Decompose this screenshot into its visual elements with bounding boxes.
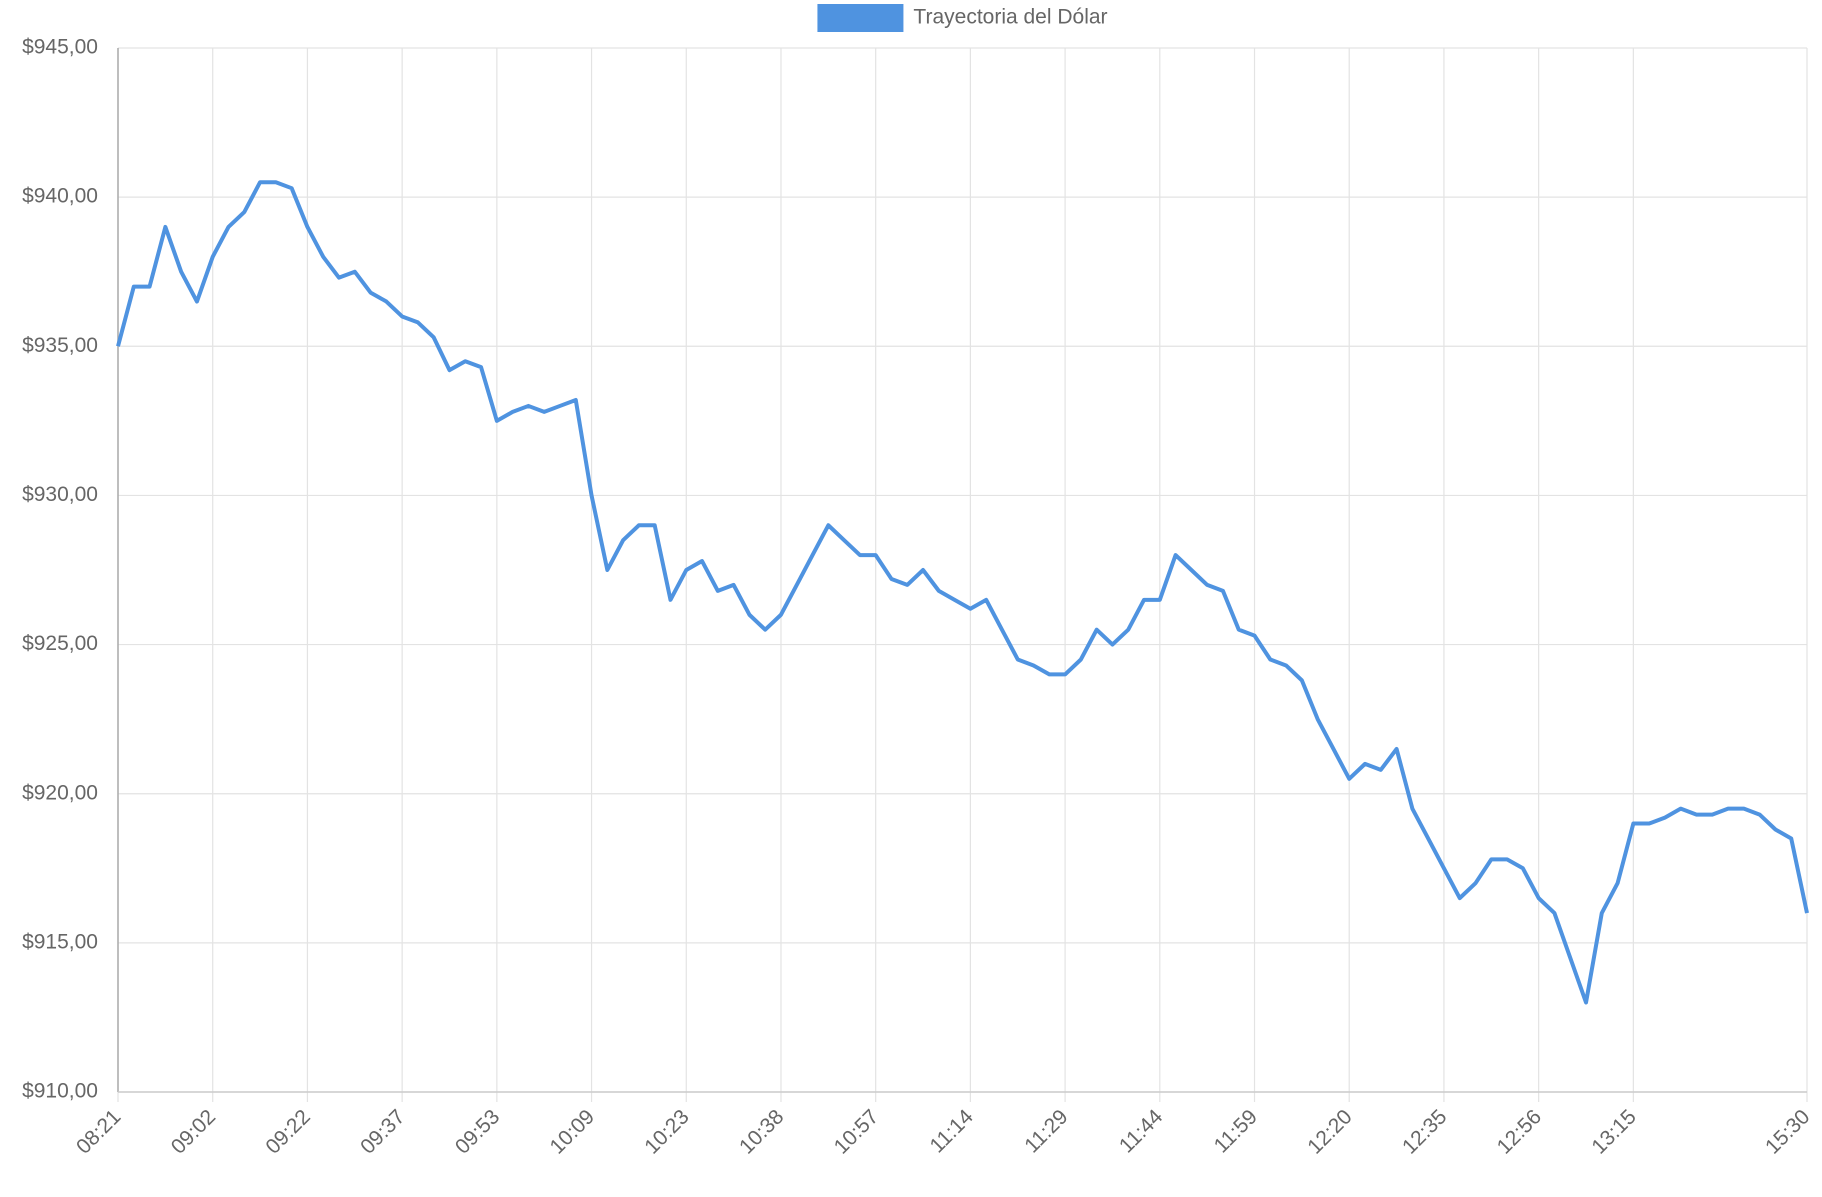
x-tick-label: 13:15 [1587,1105,1640,1158]
x-tick-label: 12:20 [1303,1105,1356,1158]
x-tick-label: 10:57 [830,1105,883,1158]
x-tick-label: 10:38 [735,1105,788,1158]
x-tick-label: 11:59 [1210,1105,1262,1157]
y-tick-label: $935,00 [22,334,98,357]
x-tick-label: 11:14 [926,1105,979,1158]
y-tick-label: $920,00 [22,781,98,804]
x-tick-label: 10:23 [640,1105,693,1158]
x-tick-label: 09:53 [451,1105,504,1158]
x-tick-label: 12:56 [1493,1105,1546,1158]
legend-swatch[interactable] [817,4,904,32]
x-tick-label: 10:09 [546,1105,599,1158]
x-tick-label: 11:29 [1020,1105,1072,1157]
y-tick-label: $915,00 [22,930,98,953]
x-tick-label: 12:35 [1398,1105,1451,1158]
x-tick-label: 09:02 [167,1105,220,1158]
y-tick-label: $930,00 [22,483,98,506]
y-tick-label: $945,00 [22,36,98,59]
y-tick-label: $940,00 [22,185,98,208]
x-tick-label: 11:44 [1115,1105,1168,1158]
x-tick-label: 09:22 [261,1105,314,1158]
x-tick-label: 15:30 [1761,1105,1814,1158]
y-tick-label: $910,00 [22,1080,98,1103]
y-tick-label: $925,00 [22,632,98,655]
data-line [116,180,1809,1005]
x-tick-label: 09:37 [356,1105,409,1158]
x-tick-label: 08:21 [72,1105,125,1158]
legend-label[interactable]: Trayectoria del Dólar [913,6,1107,29]
